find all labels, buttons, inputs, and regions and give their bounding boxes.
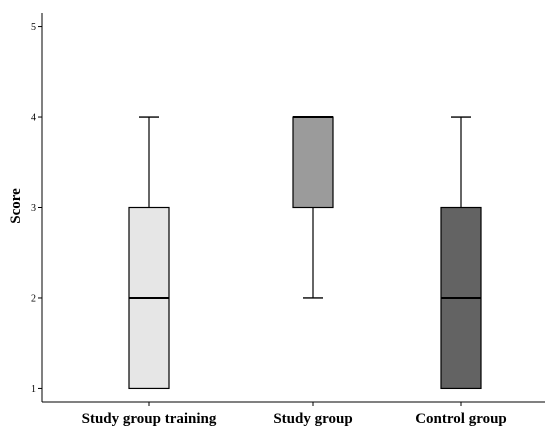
y-tick-label: 2: [31, 293, 36, 304]
x-category-label: Study group: [273, 411, 352, 427]
y-tick-label: 4: [31, 113, 36, 124]
axes: 1 2 3 4 5: [31, 13, 545, 406]
x-category-label: Control group: [415, 411, 507, 427]
y-tick-label: 1: [31, 384, 36, 395]
iqr-box: [292, 116, 334, 209]
labels-group: Study group training Study group Control g…: [82, 411, 507, 427]
x-category-label: Study group training: [82, 411, 217, 427]
y-axis-label: Score: [8, 188, 24, 224]
box-2: [292, 116, 334, 299]
y-tick-label: 3: [31, 203, 36, 214]
y-tick-label: 5: [31, 22, 36, 33]
box-3: [440, 116, 482, 390]
boxes-group: [128, 116, 482, 390]
box-1: [128, 116, 170, 390]
